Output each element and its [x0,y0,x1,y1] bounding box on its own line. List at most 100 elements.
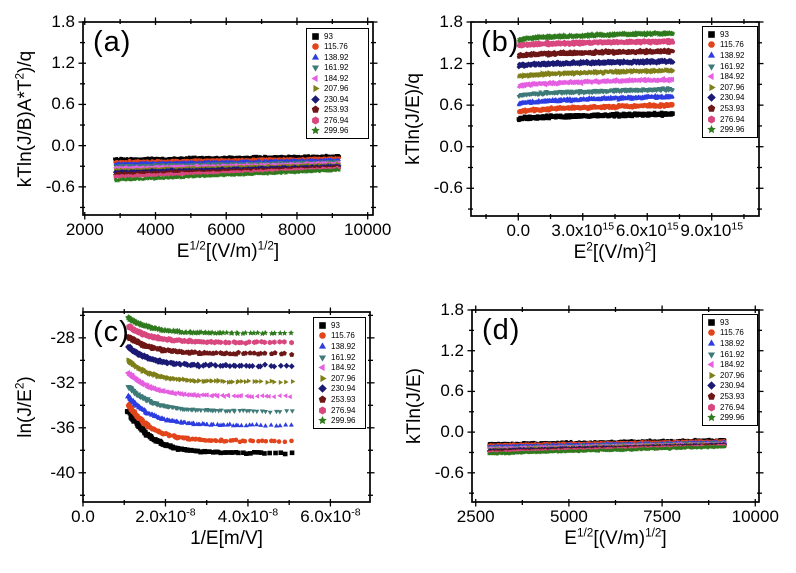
legend-label: 253.93 [324,105,349,115]
legend-label: 299.96 [331,416,356,426]
hexagon-icon [706,402,717,412]
plot-area-a [71,10,385,227]
legend-item: 93 [706,317,754,327]
legend-item: 184.92 [310,73,365,83]
triangle-down-icon [317,352,328,362]
diamond-icon [706,93,717,103]
y-axis-label-a: kTln(J/B)A*T2)/q [13,50,36,187]
legend-item: 230.94 [706,381,754,391]
legend-label: 138.92 [720,338,745,348]
triangle-left-icon [317,363,328,373]
legend-label: 138.92 [331,341,356,351]
triangle-up-icon [317,341,328,351]
legend-item: 207.96 [310,84,365,94]
triangle-up-icon [310,52,321,62]
y-tick-label: 1.8 [439,12,463,31]
y-tick-label: 0.0 [440,422,464,442]
legend-item: 184.92 [706,72,754,82]
legend-label: 115.76 [720,328,744,338]
square-icon [706,317,717,327]
legend-label: 276.94 [720,114,745,124]
triangle-right-icon [317,373,328,383]
legend-label: 184.92 [720,72,745,82]
x-tick-label: 0.0 [506,221,531,240]
legend-label: 184.92 [720,360,745,370]
y-tick-label: -0.6 [434,462,464,482]
legend-item: 184.92 [706,360,754,370]
legend-item: 115.76 [706,40,754,50]
legend-item: 207.96 [706,370,754,380]
y-tick-label: 0.6 [440,381,464,401]
y-tick-label: -40 [50,462,75,482]
legend-label: 230.94 [324,94,349,104]
legend-label: 184.92 [331,363,356,373]
x-tick-label: 8000 [278,220,316,239]
star-icon [706,125,717,135]
legend-item: 115.76 [706,328,754,338]
triangle-left-icon [706,72,717,82]
circle-icon [310,42,321,52]
legend-label: 161.92 [720,61,745,71]
x-axis-label-d: E1/2[(V/m)1/2] [564,526,667,549]
legend-item: 253.93 [706,391,754,401]
diamond-icon [706,381,717,391]
panel-letter-b: (b) [481,26,520,58]
legend-item: 299.96 [706,413,754,423]
y-tick-label: 1.2 [439,53,463,73]
hexagon-icon [310,115,321,125]
legend-item: 93 [310,31,365,41]
square-icon [317,320,328,330]
y-tick-label: -32 [50,372,75,392]
y-tick-label: -0.6 [45,176,75,196]
y-tick-label: 1.8 [440,300,464,319]
triangle-down-icon [706,61,717,71]
x-tick-label: 4.0x10-8 [217,506,279,526]
diamond-icon [317,384,328,394]
panel-letter-d: (d) [482,314,521,346]
triangle-up-icon [706,50,717,60]
legend-label: 276.94 [324,115,349,125]
x-axis-label-a: E1/2[(V/m)1/2] [176,239,280,262]
x-axis-label-c: 1/E[m/V] [190,528,263,549]
x-tick-label: 6.0x1015 [615,220,679,240]
pentagon-icon [706,391,717,401]
legend-label: 230.94 [720,93,745,103]
legend-label: 253.93 [720,391,745,401]
star-icon [317,416,328,426]
legend-item: 299.96 [317,416,362,426]
y-tick-label: 1.2 [440,340,464,360]
legend-label: 184.92 [324,73,349,83]
triangle-right-icon [706,370,717,380]
y-tick-label: 0.6 [51,94,75,114]
legend-b: 93 115.76 138.92 161.92 184.92 207.96 230.94 25… [702,26,758,138]
legend-item: 299.96 [706,125,754,135]
x-tick-label: 2.0x10-8 [135,506,196,526]
legend-label: 299.96 [720,413,745,423]
legend-label: 230.94 [331,384,356,394]
legend-item: 115.76 [317,331,362,341]
pentagon-icon [706,103,717,113]
triangle-left-icon [310,73,321,83]
triangle-down-icon [310,63,321,73]
legend-label: 207.96 [331,373,356,383]
triangle-right-icon [310,84,321,94]
legend-label: 207.96 [720,82,745,92]
legend-label: 161.92 [331,352,356,362]
legend-item: 276.94 [317,405,362,415]
x-tick-label: 6000 [207,220,246,239]
y-tick-label: 0.0 [51,135,75,155]
legend-item: 253.93 [310,105,365,115]
legend-item: 253.93 [706,103,754,113]
y-axis-label-b: kTln(J/E)/q [403,73,424,165]
legend-item: 161.92 [706,61,754,71]
legend-c: 93 115.76 138.92 161.92 184.92 207.96 230.94 25… [313,317,366,429]
legend-label: 276.94 [331,405,356,415]
star-icon [310,126,321,136]
triangle-up-icon [706,338,717,348]
legend-item: 253.93 [317,394,362,404]
x-tick-label: 10000 [731,507,779,526]
legend-item: 138.92 [706,50,754,60]
legend-item: 138.92 [706,338,754,348]
x-tick-label: 9.0x1015 [680,220,744,240]
